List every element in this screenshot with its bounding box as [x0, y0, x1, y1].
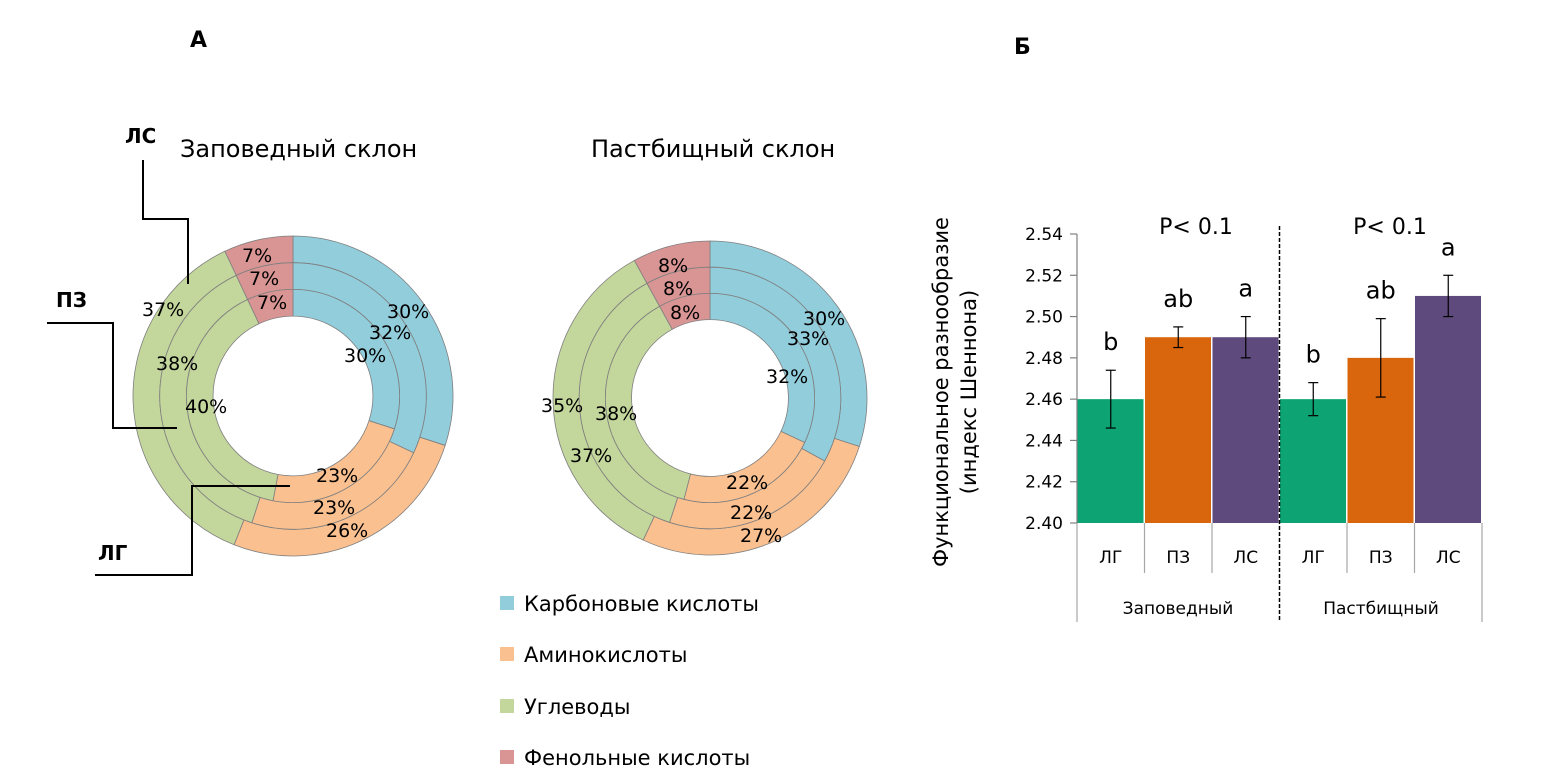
donut-segment-lg-phenolic: [247, 288, 294, 325]
donut-label-ls-amino: 26%: [326, 520, 368, 542]
donut-label-ls-amino: 27%: [740, 525, 782, 547]
donut-title-reserved: Заповедный склон: [180, 135, 417, 163]
sig-letter-reserved-ls: a: [1238, 275, 1253, 303]
donut-title-pasture: Пастбищный склон: [591, 135, 835, 163]
y-tick-label: 2.42: [1025, 473, 1063, 493]
legend-swatch-carbohydrates: [500, 699, 514, 713]
sig-letter-reserved-pz: ab: [1163, 285, 1193, 313]
donut-label-lg-carboxylic: 32%: [766, 366, 808, 388]
bar-pasture-lg: [1280, 399, 1346, 523]
panel-letter-a: А: [190, 28, 207, 53]
category-label-reserved-pz: ПЗ: [1166, 548, 1190, 568]
y-axis-label-line1: Функциональное разнообразие: [929, 217, 953, 567]
category-label-pasture-pz: ПЗ: [1369, 548, 1393, 568]
donut-label-ls-phenolic: 7%: [242, 245, 272, 267]
donut-label-pz-carbohydrates: 38%: [156, 353, 198, 375]
category-label-pasture-ls: ЛС: [1436, 548, 1461, 568]
sig-letter-reserved-lg: b: [1103, 328, 1118, 356]
legend-label-phenolic: Фенольные кислоты: [524, 746, 750, 770]
p-value-pasture: P< 0.1: [1353, 215, 1427, 240]
y-tick-label: 2.48: [1025, 349, 1063, 369]
donut-label-lg-carboxylic: 30%: [344, 345, 386, 367]
bars: b ЛГ ab ПЗ a ЛС b ЛГ ab ПЗ a ЛС: [1077, 233, 1481, 568]
donut-label-ls-carbohydrates: 37%: [142, 299, 184, 321]
sig-letter-pasture-pz: ab: [1366, 277, 1396, 305]
donut-label-pz-carboxylic: 33%: [787, 328, 829, 350]
donut-label-pz-phenolic: 8%: [663, 278, 693, 300]
y-tick-label: 2.40: [1025, 514, 1063, 534]
y-axis-label-line2: (индекс Шеннона): [957, 290, 981, 494]
ring-label-pz: ПЗ: [56, 288, 87, 312]
donut-segment-lg-phenolic: [659, 292, 711, 330]
axes: [1070, 226, 1483, 622]
donut-label-pz-phenolic: 7%: [249, 268, 279, 290]
leader-line-pz: [47, 322, 177, 429]
group-label-reserved: Заповедный: [1123, 599, 1234, 619]
donut-chart-pasture: 30% 27% 35% 8% 33% 22% 37% 8% 32% 22% 38% 8%: [541, 240, 868, 556]
donut-label-lg-phenolic: 8%: [670, 302, 700, 324]
donut-label-ls-carbohydrates: 35%: [541, 395, 583, 417]
category-label-reserved-lg: ЛГ: [1099, 548, 1122, 568]
donut-chart-reserved: 30% 26% 37% 7% 32% 23% 38% 7% 30% 23% 40% 7%: [132, 235, 454, 557]
y-tick-label: 2.54: [1025, 225, 1063, 245]
donut-label-pz-amino: 23%: [313, 497, 355, 519]
y-tick-label: 2.46: [1025, 390, 1063, 410]
donut-label-lg-phenolic: 7%: [257, 292, 287, 314]
y-tick-label: 2.44: [1025, 431, 1063, 451]
donut-label-ls-phenolic: 8%: [658, 255, 688, 277]
legend-label-amino: Аминокислоты: [524, 643, 687, 667]
bar-pasture-ls: [1415, 295, 1481, 523]
leader-line-ls: [142, 160, 189, 284]
legend-label-carboxylic: Карбоновые кислоты: [524, 592, 759, 616]
bar-chart: Функциональное разнообразие (индекс Шенн…: [929, 215, 1483, 622]
y-axis-ticks: 2.40 2.42 2.44 2.46 2.48 2.50 2.52 2.54: [1025, 225, 1063, 534]
legend-swatch-amino: [500, 647, 514, 661]
category-label-pasture-lg: ЛГ: [1302, 548, 1325, 568]
donut-label-pz-carboxylic: 32%: [369, 322, 411, 344]
legend: Карбоновые кислоты Аминокислоты Углеводы…: [500, 592, 759, 770]
legend-swatch-carboxylic: [500, 596, 514, 610]
legend-swatch-phenolic: [500, 750, 514, 764]
ring-label-lg: ЛГ: [98, 541, 128, 565]
sig-letter-pasture-lg: b: [1306, 341, 1321, 369]
donut-label-lg-carbohydrates: 40%: [185, 396, 227, 418]
donut-label-lg-amino: 23%: [316, 465, 358, 487]
y-tick-label: 2.50: [1025, 308, 1063, 328]
donut-label-ls-carboxylic: 30%: [387, 301, 429, 323]
category-label-reserved-ls: ЛС: [1233, 548, 1258, 568]
bar-reserved-ls: [1212, 337, 1279, 523]
donut-label-pz-carbohydrates: 37%: [570, 445, 612, 467]
donut-segment-lg-carbohydrates: [186, 299, 279, 502]
donut-label-lg-carbohydrates: 38%: [595, 403, 637, 425]
p-value-reserved: P< 0.1: [1159, 215, 1233, 240]
leader-line-lg: [95, 485, 290, 576]
bar-reserved-pz: [1145, 337, 1211, 523]
sig-letter-pasture-ls: a: [1441, 233, 1456, 261]
legend-label-carbohydrates: Углеводы: [524, 695, 631, 719]
donut-label-lg-amino: 22%: [726, 472, 768, 494]
ring-label-ls: ЛС: [125, 124, 156, 148]
donut-label-ls-carboxylic: 30%: [803, 308, 845, 330]
ring-leaders: ЛС ПЗ ЛГ: [47, 124, 290, 576]
panel-letter-b: Б: [1014, 35, 1031, 60]
group-label-pasture: Пастбищный: [1323, 599, 1439, 619]
donut-label-pz-amino: 22%: [730, 502, 772, 524]
y-tick-label: 2.52: [1025, 266, 1063, 286]
